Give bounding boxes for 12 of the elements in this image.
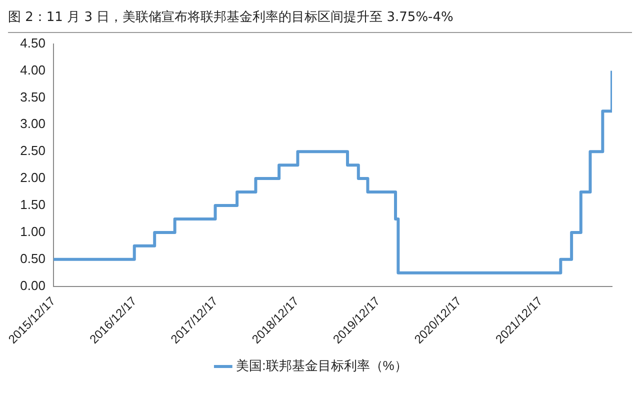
y-tick-label: 4.00 (20, 62, 46, 78)
y-tick-label: 2.50 (20, 143, 46, 158)
legend-label: 美国:联邦基金目标利率（%） (236, 358, 408, 374)
y-tick-label: 0.50 (20, 250, 46, 266)
y-tick-label: 1.00 (20, 224, 46, 240)
y-tick-label: 2.00 (20, 170, 46, 186)
chart-title: 图 2：11 月 3 日，美联储宣布将联邦基金利率的目标区间提升至 3.75%-4% (8, 8, 632, 33)
y-tick-label: 3.00 (20, 116, 46, 132)
y-tick-label: 4.50 (20, 35, 46, 50)
y-tick-label: 0.00 (20, 278, 46, 293)
y-tick-label: 3.50 (20, 89, 46, 104)
y-tick-label: 1.50 (20, 197, 46, 212)
